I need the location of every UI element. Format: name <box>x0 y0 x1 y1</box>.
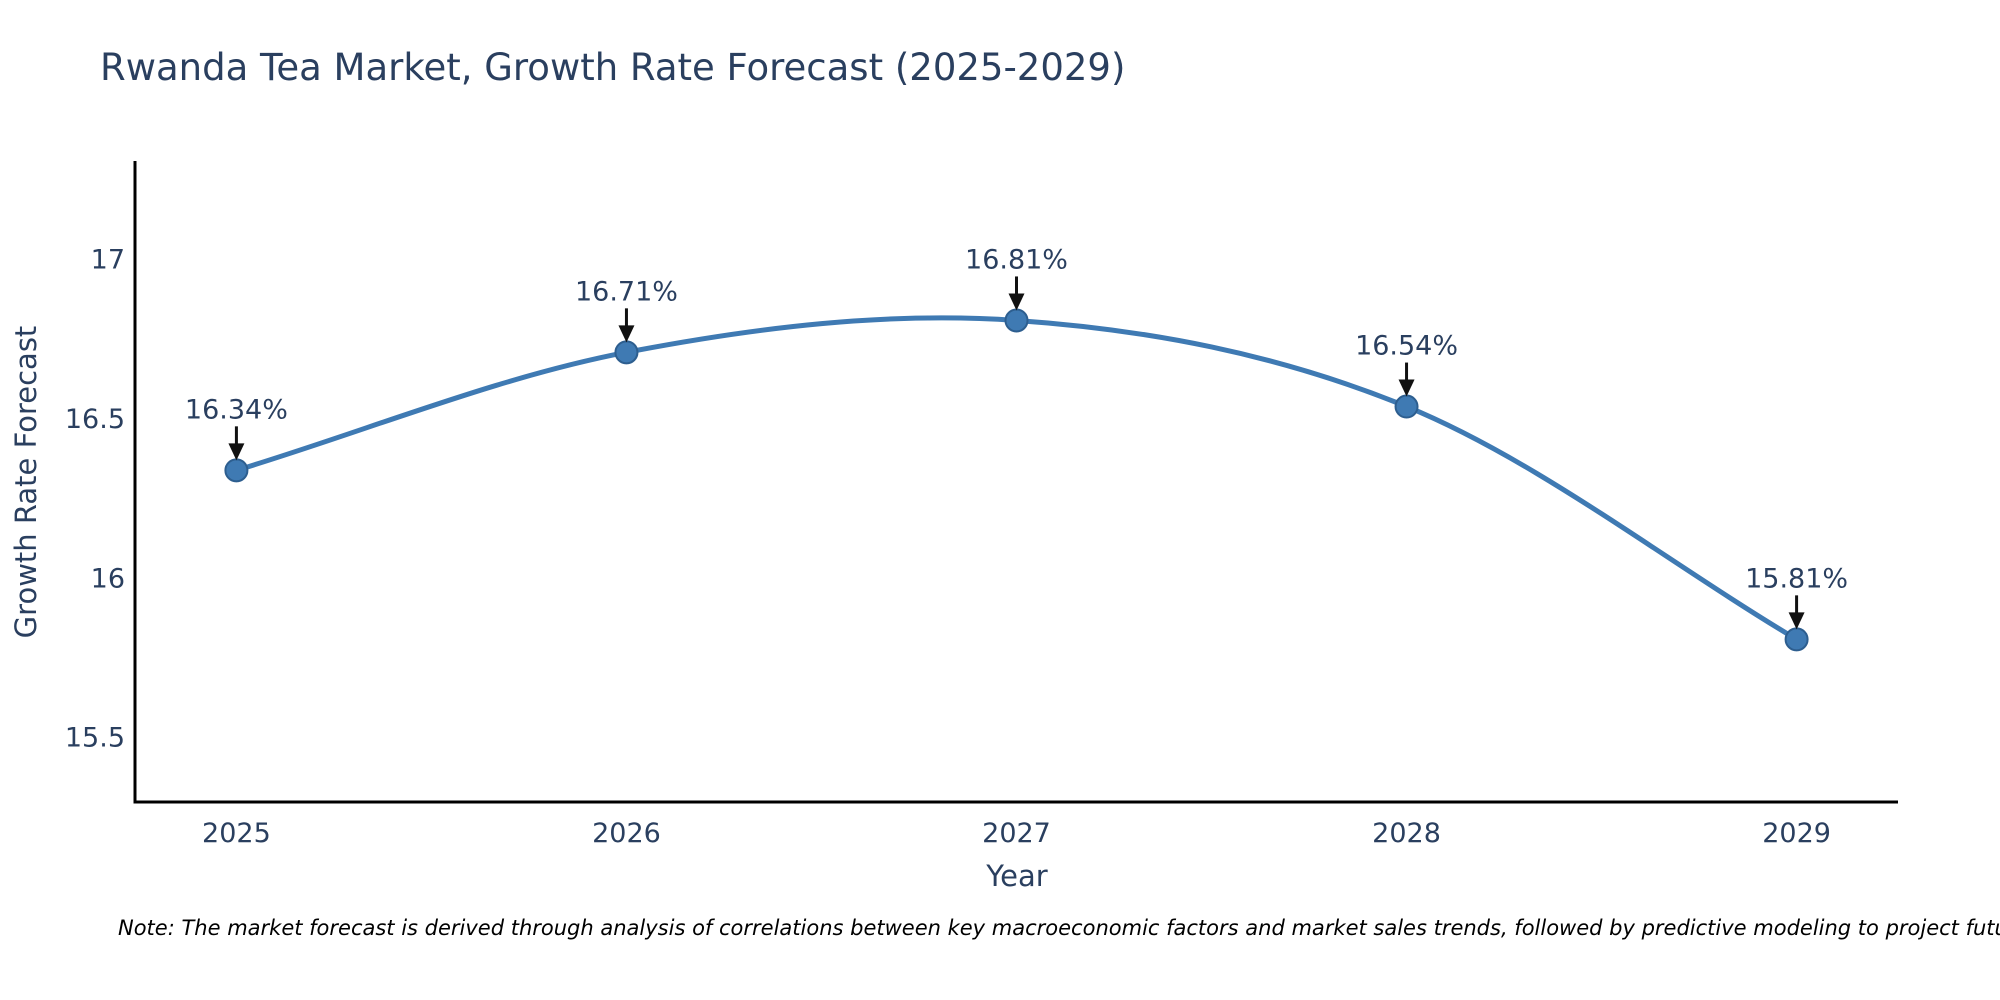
x-tick-label: 2027 <box>982 818 1051 849</box>
data-point-marker[interactable] <box>614 340 639 365</box>
x-tick-label: 2025 <box>202 818 271 849</box>
data-point-marker[interactable] <box>1784 627 1809 652</box>
data-point-marker[interactable] <box>1394 394 1419 419</box>
data-point-marker[interactable] <box>224 458 249 483</box>
forecast-series-line <box>233 315 1800 642</box>
x-tick-label: 2028 <box>1372 818 1441 849</box>
y-axis-title: Growth Rate Forecast <box>9 325 43 639</box>
data-point-value-label: 15.81% <box>1745 563 1848 594</box>
annotation-arrow-head <box>1788 612 1805 630</box>
y-tick-label: 17 <box>91 244 125 275</box>
data-point-marker[interactable] <box>1004 308 1029 333</box>
x-tick-label: 2029 <box>1762 818 1831 849</box>
y-tick-label: 15.5 <box>65 723 125 754</box>
footnote: Note: The market forecast is derived thr… <box>118 916 2000 940</box>
x-tick-label: 2026 <box>592 818 661 849</box>
annotation-arrow-head <box>1398 379 1415 397</box>
data-point-value-label: 16.71% <box>575 276 678 307</box>
data-point-value-label: 16.34% <box>185 394 288 425</box>
x-axis-title: Year <box>986 859 1048 893</box>
data-point-value-label: 16.81% <box>965 244 1068 275</box>
data-point-value-label: 16.54% <box>1355 331 1458 362</box>
annotation-arrow-head <box>228 443 245 461</box>
chart-title: Rwanda Tea Market, Growth Rate Forecast … <box>100 46 1126 89</box>
y-tick-label: 16.5 <box>65 404 125 435</box>
annotation-arrow-head <box>618 325 635 343</box>
y-tick-label: 16 <box>91 563 125 594</box>
annotation-arrow-head <box>1008 293 1025 311</box>
